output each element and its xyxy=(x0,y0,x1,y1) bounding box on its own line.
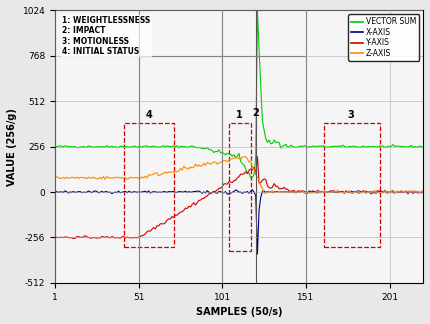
Y-AXIS xyxy=(255,155,260,158)
VECTOR SUM xyxy=(255,8,260,12)
X-AXIS xyxy=(52,191,58,194)
Z-AXIS xyxy=(421,189,426,193)
Y-AXIS xyxy=(421,189,426,193)
X-AXIS xyxy=(255,252,260,256)
Line: Y-AXIS: Y-AXIS xyxy=(55,156,423,238)
Y-AXIS xyxy=(237,175,242,179)
Z-AXIS xyxy=(52,175,58,179)
VECTOR SUM xyxy=(248,176,253,180)
Text: 4: 4 xyxy=(145,110,152,120)
Text: 3: 3 xyxy=(348,110,354,120)
Legend: VECTOR SUM, X-AXIS, Y-AXIS, Z-AXIS: VECTOR SUM, X-AXIS, Y-AXIS, Z-AXIS xyxy=(348,14,419,61)
Z-AXIS xyxy=(295,190,300,194)
X-AXIS xyxy=(250,188,255,192)
X-AXIS xyxy=(158,190,163,194)
Line: Z-AXIS: Z-AXIS xyxy=(55,156,423,193)
Y-AXIS xyxy=(295,189,300,193)
VECTOR SUM xyxy=(295,145,300,149)
VECTOR SUM xyxy=(92,145,98,149)
Y-AXIS xyxy=(160,222,165,226)
Y-AXIS xyxy=(94,236,99,240)
X-AXIS xyxy=(295,191,300,194)
VECTOR SUM xyxy=(173,145,178,149)
Text: 1: 1 xyxy=(236,110,243,120)
Y-AXIS xyxy=(71,237,76,240)
Z-AXIS xyxy=(235,156,240,160)
Text: 2: 2 xyxy=(252,108,259,118)
Y-AXIS xyxy=(52,234,58,238)
Z-AXIS xyxy=(92,176,98,180)
Line: VECTOR SUM: VECTOR SUM xyxy=(55,10,423,178)
VECTOR SUM xyxy=(421,145,426,149)
X-AXIS xyxy=(267,190,272,194)
Z-AXIS xyxy=(158,173,163,177)
Y-AXIS xyxy=(175,213,180,217)
Z-AXIS xyxy=(173,170,178,174)
X-AXIS xyxy=(92,189,98,193)
Z-AXIS xyxy=(261,191,267,195)
Y-axis label: VALUE (256/g): VALUE (256/g) xyxy=(7,108,17,186)
Z-AXIS xyxy=(243,155,248,158)
Text: 1: WEIGHTLESSNESS
2: IMPACT
3: MOTIONLESS
4: INITIAL STATUS: 1: WEIGHTLESSNESS 2: IMPACT 3: MOTIONLES… xyxy=(62,16,150,56)
VECTOR SUM xyxy=(52,145,58,148)
Z-AXIS xyxy=(267,190,272,194)
Line: X-AXIS: X-AXIS xyxy=(55,190,423,254)
VECTOR SUM xyxy=(158,145,163,149)
X-axis label: SAMPLES (50/s): SAMPLES (50/s) xyxy=(196,307,282,317)
VECTOR SUM xyxy=(235,154,240,158)
X-AXIS xyxy=(421,191,426,195)
Y-AXIS xyxy=(267,186,272,190)
X-AXIS xyxy=(173,191,178,194)
X-AXIS xyxy=(235,189,240,193)
VECTOR SUM xyxy=(267,138,272,142)
